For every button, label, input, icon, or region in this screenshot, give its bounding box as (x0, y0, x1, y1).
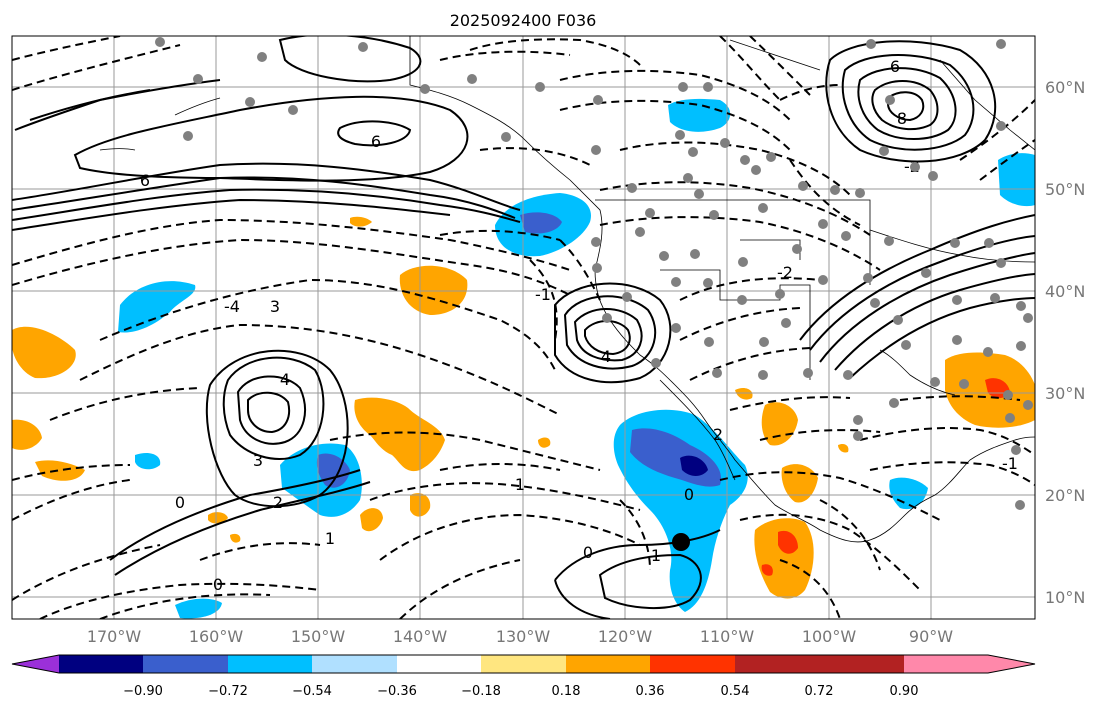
colorbar-tick-label: −0.18 (461, 684, 501, 699)
contour-label: 0 (175, 493, 185, 512)
lon-label-140w: 140°W (393, 627, 448, 646)
colorbar-segment (228, 655, 312, 673)
colorbar-tick-label: 0.18 (552, 684, 581, 699)
lon-label-160w: 160°W (189, 627, 244, 646)
map-title: 2025092400 F036 (450, 11, 597, 30)
colorbar-segment (59, 655, 143, 673)
colorbar-segment (143, 655, 228, 673)
contour-label: 2 (713, 425, 723, 444)
lat-label-60n: 60°N (1045, 78, 1085, 97)
contour-label: -1 (535, 285, 551, 304)
contour-label: 6 (140, 171, 150, 190)
contour-label: 8 (897, 109, 907, 128)
contour-label: 4 (601, 347, 611, 366)
lon-label-150w: 150°W (291, 627, 346, 646)
lat-label-10n: 10°N (1045, 588, 1085, 607)
solid-contours (12, 36, 1035, 619)
contour-label: 1 (651, 546, 661, 565)
contour-label: 4 (280, 370, 290, 389)
contour-label: 2 (273, 493, 283, 512)
colorbar-tick-label: 0.72 (805, 684, 834, 699)
lon-label-110w: 110°W (700, 627, 755, 646)
colorbar-segment (566, 655, 650, 673)
lon-label-170w: 170°W (87, 627, 142, 646)
station-dots (155, 37, 1033, 510)
lat-label-50n: 50°N (1045, 180, 1085, 199)
contour-label: 1 (515, 475, 525, 494)
colorbar-segment (650, 655, 735, 673)
contour-label: 6 (371, 132, 381, 151)
lon-label-100w: 100°W (802, 627, 857, 646)
storm-marker (672, 533, 690, 551)
colorbar-segment (312, 655, 397, 673)
colorbar-extend-min (12, 655, 59, 673)
colorbar-tick-label: 0.36 (636, 684, 665, 699)
contour-label: -2 (777, 263, 793, 282)
dashed-contours (12, 36, 1035, 619)
coastlines (99, 36, 1035, 543)
map-frame (11, 35, 1036, 620)
colorbar: −0.90 −0.72 −0.54 −0.36 −0.18 0.18 0.36 … (11, 654, 1036, 699)
lat-label-20n: 20°N (1045, 486, 1085, 505)
contour-label: 3 (253, 451, 263, 470)
contour-label: -1 (1002, 454, 1018, 473)
colorbar-segment (904, 655, 988, 673)
map-content: 6 6 4 3 2 1 0 -2 -4 8 6 3 4 2 0 1 1 -1 -… (12, 36, 1035, 619)
colorbar-ticks: −0.90 −0.72 −0.54 −0.36 −0.18 0.18 0.36 … (123, 684, 918, 699)
colorbar-tick-label: 0.54 (721, 684, 750, 699)
contour-label: 0 (213, 575, 223, 594)
colorbar-segment (819, 655, 904, 673)
colorbar-tick-label: −0.72 (208, 684, 248, 699)
colorbar-segment (481, 655, 566, 673)
longitude-labels: 170°W 160°W 150°W 140°W 130°W 120°W 110°… (87, 627, 953, 646)
colorbar-outline (11, 654, 1036, 674)
colorbar-tick-label: 0.90 (890, 684, 919, 699)
colorbar-extend-max (988, 655, 1035, 673)
lat-label-40n: 40°N (1045, 282, 1085, 301)
latitude-labels: 60°N 50°N 40°N 30°N 20°N 10°N (1045, 78, 1085, 607)
contour-label: 3 (270, 297, 280, 316)
lon-label-130w: 130°W (496, 627, 551, 646)
colorbar-tick-label: −0.36 (377, 684, 417, 699)
gridlines (12, 36, 1035, 619)
contour-label: 1 (325, 529, 335, 548)
colorbar-segment (397, 655, 481, 673)
colorbar-tick-label: −0.90 (123, 684, 163, 699)
lon-label-90w: 90°W (909, 627, 953, 646)
contour-label: 0 (684, 485, 694, 504)
lon-label-120w: 120°W (598, 627, 653, 646)
contour-labels: 6 6 4 3 2 1 0 -2 -4 8 6 3 4 2 0 1 1 -1 -… (140, 57, 1018, 594)
lat-label-30n: 30°N (1045, 384, 1085, 403)
contour-label: 6 (890, 57, 900, 76)
contour-label: -4 (224, 297, 240, 316)
colorbar-tick-label: −0.54 (292, 684, 332, 699)
colorbar-segment (735, 655, 819, 673)
contour-label: 0 (583, 543, 593, 562)
